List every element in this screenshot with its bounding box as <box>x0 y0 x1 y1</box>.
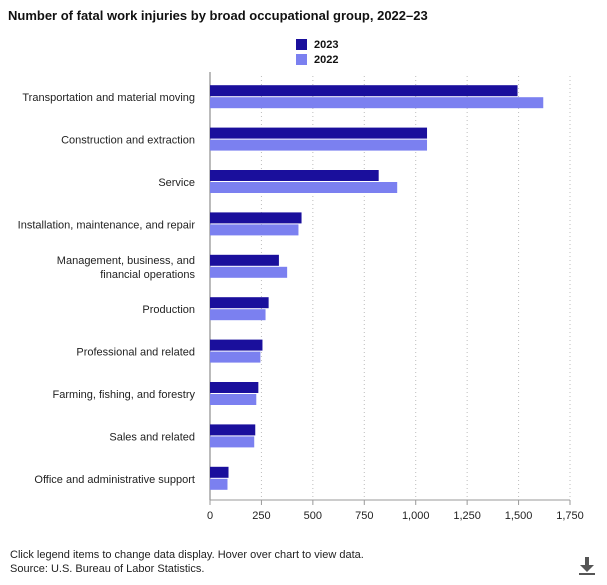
bar-2022[interactable] <box>210 97 544 109</box>
category-label: Management, business, and <box>57 255 195 267</box>
bar-2023[interactable] <box>210 339 263 351</box>
x-tick-label: 1,750 <box>556 510 584 522</box>
bar-2023[interactable] <box>210 297 269 309</box>
bar-2022[interactable] <box>210 351 261 363</box>
bar-2022[interactable] <box>210 139 428 151</box>
category-label: Transportation and material moving <box>22 92 195 104</box>
bar-2022[interactable] <box>210 436 255 448</box>
bar-2023[interactable] <box>210 85 518 97</box>
category-label: financial operations <box>100 269 195 281</box>
x-tick-label: 0 <box>207 510 213 522</box>
legend-swatch-2022 <box>296 54 307 65</box>
legend-label-2022: 2022 <box>314 53 339 66</box>
bar-2022[interactable] <box>210 394 257 405</box>
x-tick-label: 1,500 <box>505 510 533 522</box>
bar-2023[interactable] <box>210 127 428 139</box>
footnote-source: Source: U.S. Bureau of Labor Statistics. <box>10 563 205 575</box>
x-tick-label: 750 <box>355 510 373 522</box>
category-label: Installation, maintenance, and repair <box>18 219 196 231</box>
category-label: Office and administrative support <box>34 474 195 486</box>
bar-chart[interactable]: 0 250 500 750 1,000 1,250 1,500 1,750 Transporta… <box>0 0 607 540</box>
legend-swatch-2023 <box>296 39 307 50</box>
legend-item-2022[interactable]: 2022 <box>296 52 338 67</box>
legend: 2023 2022 <box>296 37 338 67</box>
legend-label-2023: 2023 <box>314 38 339 51</box>
download-icon[interactable] <box>578 556 596 576</box>
chart-title: Number of fatal work injuries by broad o… <box>8 8 428 23</box>
bar-2023[interactable] <box>210 424 256 436</box>
x-tick-label: 250 <box>252 510 270 522</box>
x-tick-label: 500 <box>304 510 322 522</box>
bar-2022[interactable] <box>210 266 288 278</box>
x-tick-label: 1,250 <box>453 510 481 522</box>
category-label: Sales and related <box>109 431 195 443</box>
category-label: Construction and extraction <box>61 135 195 147</box>
bar-2022[interactable] <box>210 224 299 236</box>
bar-2023[interactable] <box>210 466 229 478</box>
category-label: Production <box>142 304 195 316</box>
bar-2022[interactable] <box>210 309 266 321</box>
bar-2023[interactable] <box>210 382 259 393</box>
category-label: Professional and related <box>76 347 195 359</box>
bar-2023[interactable] <box>210 212 302 224</box>
bar-2022[interactable] <box>210 182 398 193</box>
category-label: Farming, fishing, and forestry <box>53 389 196 401</box>
footnote-instructions: Click legend items to change data displa… <box>10 549 364 561</box>
x-tick-label: 1,000 <box>402 510 430 522</box>
bar-2022[interactable] <box>210 478 228 490</box>
legend-item-2023[interactable]: 2023 <box>296 37 338 52</box>
category-label: Service <box>158 177 195 189</box>
bar-2023[interactable] <box>210 170 379 181</box>
bar-2023[interactable] <box>210 254 279 266</box>
